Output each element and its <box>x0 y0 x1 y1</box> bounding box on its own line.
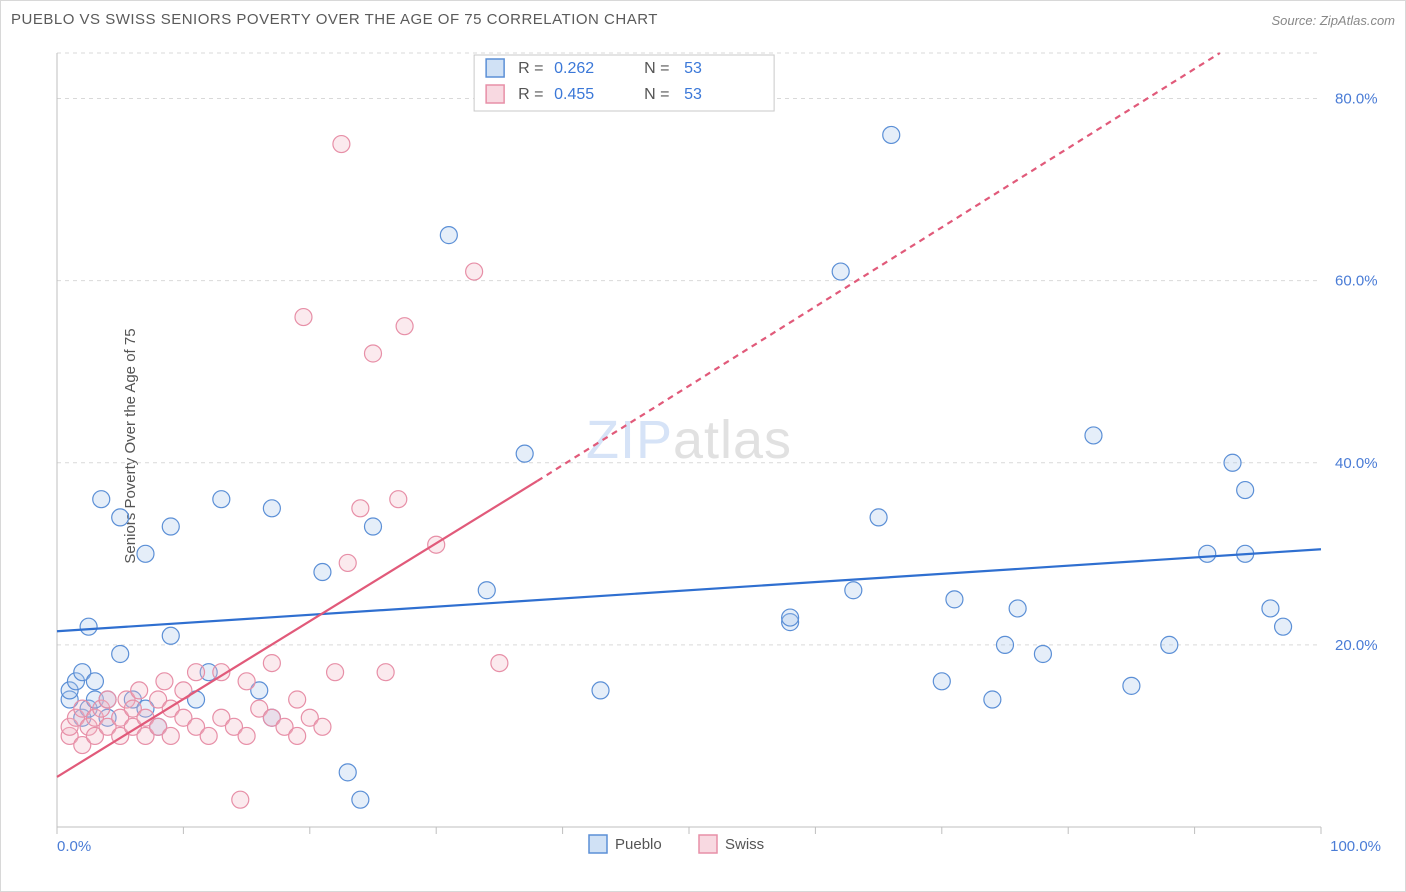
data-point <box>99 691 116 708</box>
data-point <box>946 591 963 608</box>
chart-container: PUEBLO VS SWISS SENIORS POVERTY OVER THE… <box>0 0 1406 892</box>
plot-area: 20.0% 40.0% 60.0% 80.0% 0.0% 100.0% ZIPatlas R … <box>49 49 1393 861</box>
stats-n-label: N = <box>644 86 669 103</box>
data-point <box>238 727 255 744</box>
data-point <box>263 500 280 517</box>
stats-n-label: N = <box>644 60 669 77</box>
data-point <box>93 491 110 508</box>
stats-r-label: R = <box>518 86 543 103</box>
data-point <box>782 609 799 626</box>
data-point <box>997 636 1014 653</box>
data-point <box>365 345 382 362</box>
data-point <box>200 727 217 744</box>
data-point <box>832 263 849 280</box>
scatter-plot-svg: 20.0% 40.0% 60.0% 80.0% 0.0% 100.0% ZIPatlas R … <box>49 49 1393 861</box>
data-point <box>870 509 887 526</box>
data-point <box>289 691 306 708</box>
y-tick-label: 60.0% <box>1335 273 1378 290</box>
data-point <box>289 727 306 744</box>
data-point <box>1224 454 1241 471</box>
data-point <box>112 645 129 662</box>
data-point <box>232 791 249 808</box>
data-point <box>131 682 148 699</box>
data-point <box>365 518 382 535</box>
data-point <box>295 309 312 326</box>
stats-swatch <box>486 59 504 77</box>
data-point <box>327 664 344 681</box>
data-point <box>112 509 129 526</box>
data-point <box>213 491 230 508</box>
data-point <box>1034 645 1051 662</box>
data-point <box>352 500 369 517</box>
data-point <box>390 491 407 508</box>
data-point <box>314 718 331 735</box>
data-point <box>1161 636 1178 653</box>
legend-label: Swiss <box>725 836 764 853</box>
data-point <box>466 263 483 280</box>
x-start-label: 0.0% <box>57 838 91 855</box>
stats-n-value: 53 <box>684 86 702 103</box>
chart-title: PUEBLO VS SWISS SENIORS POVERTY OVER THE… <box>11 11 658 28</box>
data-point <box>1085 427 1102 444</box>
data-point <box>396 318 413 335</box>
data-point <box>339 764 356 781</box>
data-point <box>238 673 255 690</box>
y-tick-label: 40.0% <box>1335 455 1378 472</box>
data-point <box>1275 618 1292 635</box>
data-point <box>478 582 495 599</box>
trend-line <box>57 549 1321 631</box>
bottom-legend: Pueblo Swiss <box>589 835 764 853</box>
data-point <box>516 445 533 462</box>
data-point <box>162 727 179 744</box>
source-label: Source: ZipAtlas.com <box>1271 13 1395 28</box>
data-point <box>984 691 1001 708</box>
stats-swatch <box>486 85 504 103</box>
data-point <box>352 791 369 808</box>
data-point <box>377 664 394 681</box>
data-point <box>80 618 97 635</box>
stats-r-value: 0.455 <box>554 86 594 103</box>
stats-r-value: 0.262 <box>554 60 594 77</box>
data-point <box>86 673 103 690</box>
data-point <box>263 655 280 672</box>
data-point <box>933 673 950 690</box>
legend-swatch <box>589 835 607 853</box>
data-point <box>1237 482 1254 499</box>
data-point <box>333 136 350 153</box>
data-point <box>491 655 508 672</box>
data-point <box>188 664 205 681</box>
data-point <box>137 545 154 562</box>
data-point <box>845 582 862 599</box>
data-point <box>1009 600 1026 617</box>
data-point <box>1262 600 1279 617</box>
y-tick-label: 20.0% <box>1335 637 1378 654</box>
y-tick-label: 80.0% <box>1335 91 1378 108</box>
watermark: ZIPatlas <box>586 410 792 470</box>
title-bar: PUEBLO VS SWISS SENIORS POVERTY OVER THE… <box>11 11 1395 41</box>
data-point <box>339 554 356 571</box>
data-point <box>1199 545 1216 562</box>
data-point <box>1123 677 1140 694</box>
data-point <box>156 673 173 690</box>
legend-label: Pueblo <box>615 836 662 853</box>
data-point <box>314 564 331 581</box>
data-point <box>162 627 179 644</box>
data-point <box>162 518 179 535</box>
stats-r-label: R = <box>518 60 543 77</box>
legend-swatch <box>699 835 717 853</box>
stats-n-value: 53 <box>684 60 702 77</box>
data-point <box>592 682 609 699</box>
x-end-label: 100.0% <box>1330 838 1381 855</box>
data-point <box>440 227 457 244</box>
data-point <box>883 126 900 143</box>
